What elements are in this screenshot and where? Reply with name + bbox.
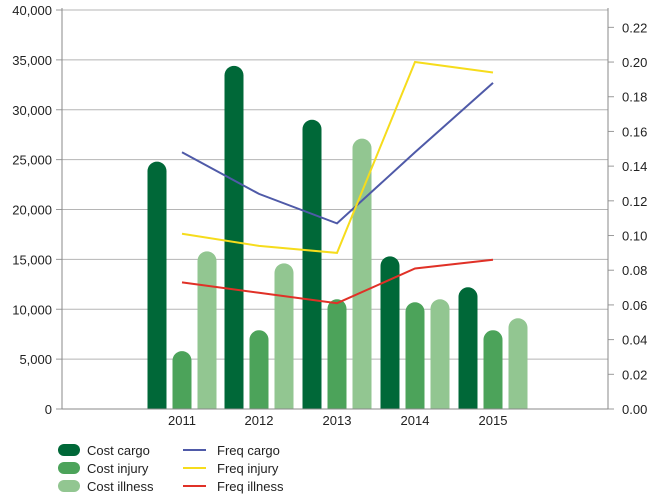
- legend-label: Cost cargo: [87, 443, 150, 458]
- axes: 0 5,000 10,000 15,000 20,000 25,000 30,000 35,0…: [12, 3, 647, 428]
- bar-cost-injury: [327, 299, 347, 409]
- legend-label: Cost illness: [87, 479, 154, 494]
- left-tick-label: 30,000: [12, 103, 52, 118]
- bar-cost-illness: [197, 251, 217, 409]
- left-tick-label: 0: [45, 402, 52, 417]
- right-tick-label: 0.00: [622, 402, 647, 417]
- bar-cost-illness: [430, 299, 450, 409]
- legend-swatch: [58, 444, 80, 456]
- right-tick-label: 0.06: [622, 298, 647, 313]
- right-tick-label: 0.04: [622, 333, 647, 348]
- right-tick-label: 0.16: [622, 124, 647, 139]
- line-group: [181, 60, 494, 305]
- line-freq-illness: [181, 258, 494, 305]
- x-tick-label: 2015: [479, 413, 508, 428]
- bar-cost-cargo: [147, 161, 167, 409]
- bar-group: [147, 65, 528, 410]
- bar-cost-illness: [274, 263, 294, 409]
- legend-label: Freq cargo: [217, 443, 280, 458]
- bar-cost-cargo: [458, 287, 478, 409]
- bar-cost-illness: [508, 318, 528, 409]
- right-tick-label: 0.12: [622, 194, 647, 209]
- left-tick-label: 25,000: [12, 153, 52, 168]
- right-tick-label: 0.10: [622, 229, 647, 244]
- right-tick-label: 0.20: [622, 55, 647, 70]
- x-tick-label: 2014: [401, 413, 430, 428]
- legend-label: Freq injury: [217, 461, 279, 476]
- line-freq-injury: [181, 60, 494, 254]
- bar-cost-cargo: [302, 119, 322, 409]
- bar-cost-injury: [249, 330, 269, 409]
- right-tick-label: 0.08: [622, 263, 647, 278]
- left-tick-label: 15,000: [12, 252, 52, 267]
- bar-cost-injury: [172, 351, 192, 409]
- x-tick-label: 2012: [245, 413, 274, 428]
- left-tick-label: 40,000: [12, 3, 52, 18]
- legend-label: Freq illness: [217, 479, 284, 494]
- legend-label: Cost injury: [87, 461, 149, 476]
- x-tick-label: 2011: [168, 413, 196, 428]
- right-tick-label: 0.14: [622, 159, 647, 174]
- bar-cost-injury: [483, 330, 503, 409]
- legend-swatch: [58, 462, 80, 474]
- x-tick-label: 2013: [323, 413, 352, 428]
- left-tick-label: 35,000: [12, 53, 52, 68]
- bar-cost-injury: [405, 302, 425, 409]
- left-tick-label: 20,000: [12, 203, 52, 218]
- bar-cost-cargo: [380, 256, 400, 409]
- legend-swatch: [58, 480, 80, 492]
- left-tick-label: 10,000: [12, 302, 52, 317]
- bar-cost-cargo: [224, 65, 244, 410]
- right-tick-label: 0.02: [622, 367, 647, 382]
- line-freq-cargo: [181, 82, 494, 225]
- right-tick-label: 0.22: [622, 20, 647, 35]
- bar-cost-illness: [352, 138, 372, 410]
- legend: Cost cargo Cost injury Cost illness Freq ca…: [58, 443, 284, 494]
- right-tick-label: 0.18: [622, 90, 647, 105]
- left-tick-label: 5,000: [19, 352, 52, 367]
